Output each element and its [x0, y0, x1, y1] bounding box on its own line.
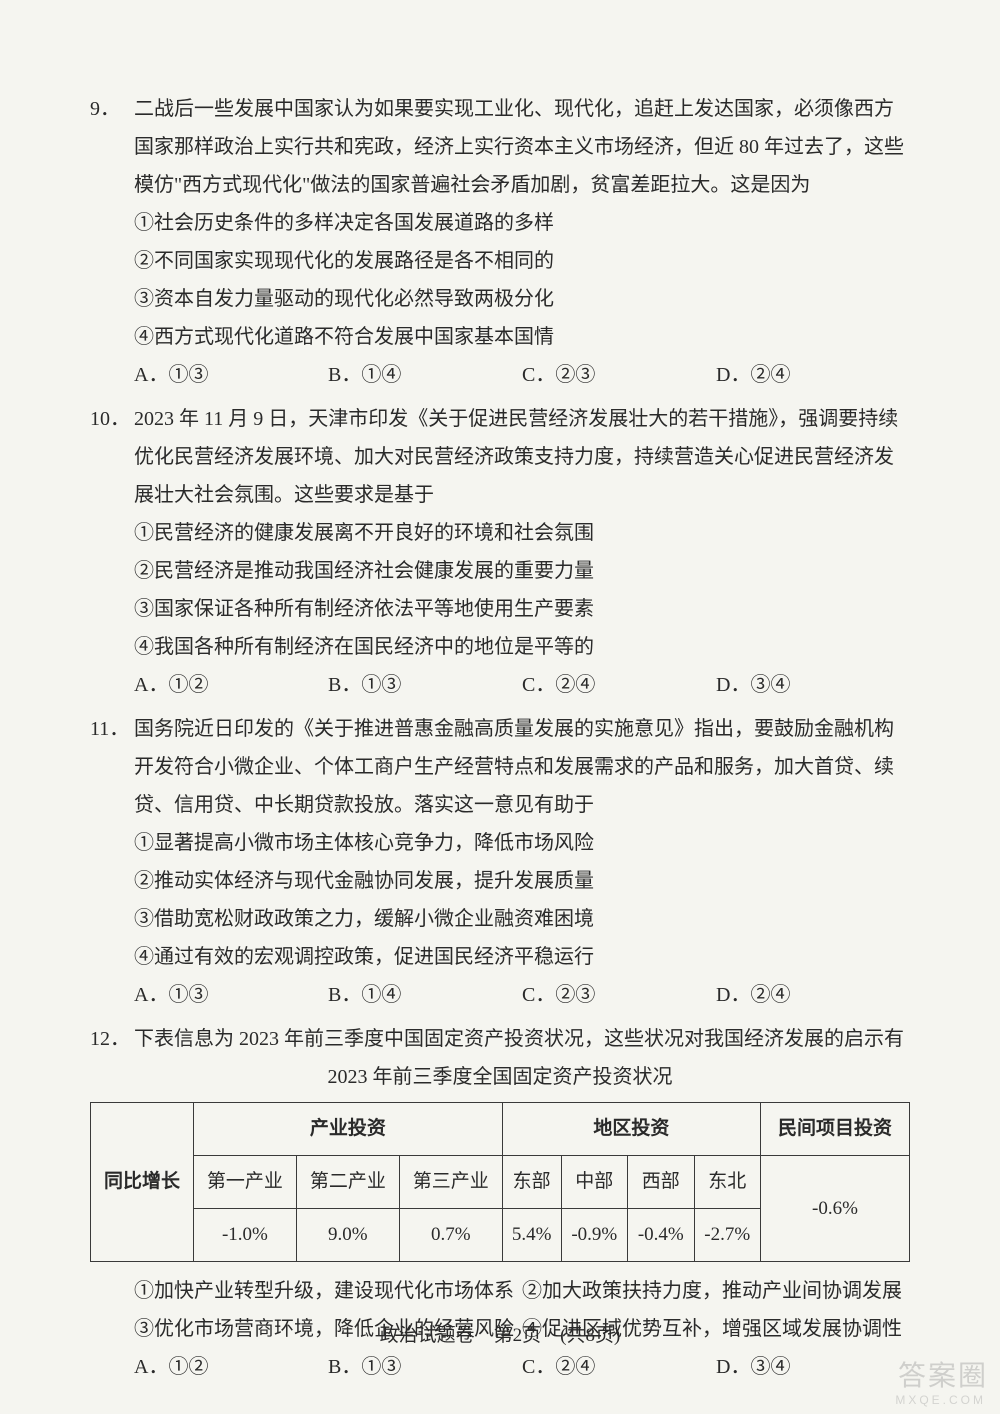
watermark-sub: MXQE.COM [895, 1389, 986, 1412]
question-11: 11．国务院近日印发的《关于推进普惠金融高质量发展的实施意见》指出，要鼓励金融机… [90, 710, 910, 1014]
col-reg-3: 西部 [628, 1156, 694, 1209]
col-reg-1: 东部 [502, 1156, 561, 1209]
question-stem: 11．国务院近日印发的《关于推进普惠金融高质量发展的实施意见》指出，要鼓励金融机… [90, 710, 910, 824]
options-row: A．①② B．①③ C．②④ D．③④ [90, 666, 910, 704]
question-number: 9． [90, 90, 134, 128]
head-industry: 产业投资 [193, 1103, 502, 1156]
val-ind-1: -1.0% [193, 1209, 296, 1262]
statement-2: ②加大政策扶持力度，推动产业间协调发展 [522, 1272, 910, 1310]
statement-3: ③借助宽松财政政策之力，缓解小微企业融资难困境 [90, 900, 910, 938]
table-title: 2023 年前三季度全国固定资产投资状况 [90, 1058, 910, 1096]
val-reg-1: 5.4% [502, 1209, 561, 1262]
statement-3: ③国家保证各种所有制经济依法平等地使用生产要素 [90, 590, 910, 628]
statement-4: ④通过有效的宏观调控政策，促进国民经济平稳运行 [90, 938, 910, 976]
option-a: A．①② [134, 666, 328, 704]
options-row: A．①③ B．①④ C．②③ D．②④ [90, 356, 910, 394]
option-c: C．②④ [522, 666, 716, 704]
statement-1: ①加快产业转型升级，建设现代化市场体系 [134, 1272, 522, 1310]
statement-2: ②推动实体经济与现代金融协同发展，提升发展质量 [90, 862, 910, 900]
table-row: 同比增长 产业投资 地区投资 民间项目投资 [91, 1103, 910, 1156]
col-ind-2: 第二产业 [296, 1156, 399, 1209]
head-region: 地区投资 [502, 1103, 760, 1156]
col-reg-2: 中部 [561, 1156, 627, 1209]
option-c: C．②③ [522, 356, 716, 394]
statement-3: ③资本自发力量驱动的现代化必然导致两极分化 [90, 280, 910, 318]
question-stem: 9．二战后一些发展中国家认为如果要实现工业化、现代化，追赶上发达国家，必须像西方… [90, 90, 910, 204]
statement-4: ④西方式现代化道路不符合发展中国家基本国情 [90, 318, 910, 356]
question-10: 10．2023 年 11 月 9 日，天津市印发《关于促进民营经济发展壮大的若干… [90, 400, 910, 704]
statement-2: ②不同国家实现现代化的发展路径是各不相同的 [90, 242, 910, 280]
option-c: C．②③ [522, 976, 716, 1014]
option-d: D．②④ [716, 976, 910, 1014]
option-b: B．①③ [328, 666, 522, 704]
statement-4: ④我国各种所有制经济在国民经济中的地位是平等的 [90, 628, 910, 666]
question-stem: 10．2023 年 11 月 9 日，天津市印发《关于促进民营经济发展壮大的若干… [90, 400, 910, 514]
val-private: -0.6% [760, 1156, 909, 1262]
question-9: 9．二战后一些发展中国家认为如果要实现工业化、现代化，追赶上发达国家，必须像西方… [90, 90, 910, 394]
option-a: A．①③ [134, 976, 328, 1014]
investment-table: 同比增长 产业投资 地区投资 民间项目投资 第一产业 第二产业 第三产业 东部 … [90, 1102, 910, 1262]
option-b: B．①④ [328, 356, 522, 394]
option-d: D．②④ [716, 356, 910, 394]
statement-row: ①加快产业转型升级，建设现代化市场体系 ②加大政策扶持力度，推动产业间协调发展 [90, 1272, 910, 1310]
question-number: 12． [90, 1020, 134, 1058]
val-ind-3: 0.7% [399, 1209, 502, 1262]
statement-1: ①显著提高小微市场主体核心竞争力，降低市场风险 [90, 824, 910, 862]
question-number: 11． [90, 710, 134, 748]
statement-2: ②民营经济是推动我国经济社会健康发展的重要力量 [90, 552, 910, 590]
table-row: 第一产业 第二产业 第三产业 东部 中部 西部 东北 -0.6% [91, 1156, 910, 1209]
question-stem: 12．下表信息为 2023 年前三季度中国固定资产投资状况，这些状况对我国经济发… [90, 1020, 910, 1058]
val-reg-2: -0.9% [561, 1209, 627, 1262]
statement-1: ①民营经济的健康发展离不开良好的环境和社会氛围 [90, 514, 910, 552]
option-d: D．③④ [716, 666, 910, 704]
col-ind-1: 第一产业 [193, 1156, 296, 1209]
option-b: B．①④ [328, 976, 522, 1014]
options-row: A．①③ B．①④ C．②③ D．②④ [90, 976, 910, 1014]
val-reg-4: -2.7% [694, 1209, 760, 1262]
col-reg-4: 东北 [694, 1156, 760, 1209]
val-ind-2: 9.0% [296, 1209, 399, 1262]
statement-1: ①社会历史条件的多样决定各国发展道路的多样 [90, 204, 910, 242]
question-number: 10． [90, 400, 134, 438]
col-ind-3: 第三产业 [399, 1156, 502, 1209]
val-reg-3: -0.4% [628, 1209, 694, 1262]
page-footer: 政治试题卷 第2页 (共8页) [0, 1318, 1000, 1354]
head-private: 民间项目投资 [760, 1103, 909, 1156]
option-a: A．①③ [134, 356, 328, 394]
row-label: 同比增长 [91, 1103, 194, 1262]
